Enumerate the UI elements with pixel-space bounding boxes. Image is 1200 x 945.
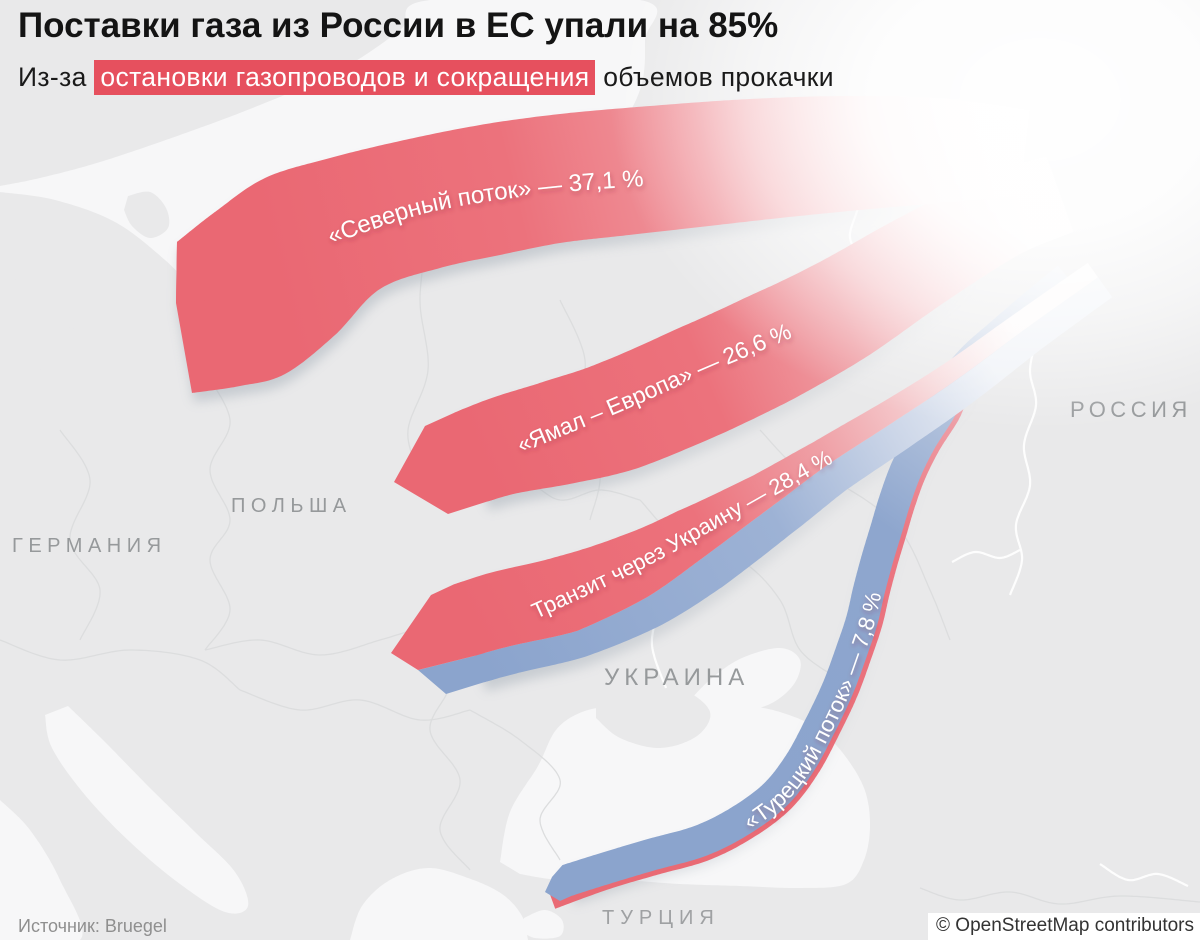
svg-text:УКРАИНА: УКРАИНА — [604, 664, 749, 691]
svg-text:ПОЛЬША: ПОЛЬША — [231, 495, 352, 517]
svg-text:ТУРЦИЯ: ТУРЦИЯ — [602, 907, 720, 929]
svg-text:ГЕРМАНИЯ: ГЕРМАНИЯ — [12, 535, 167, 557]
